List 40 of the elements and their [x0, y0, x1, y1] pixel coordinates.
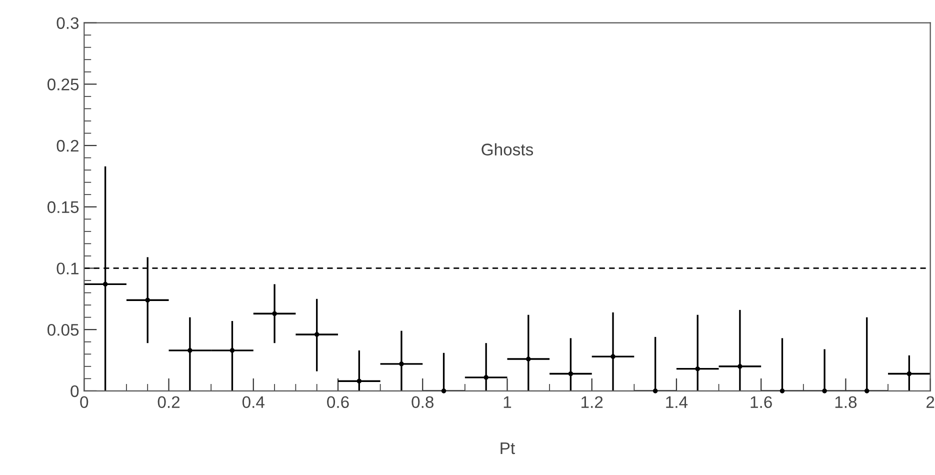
point: [526, 356, 531, 362]
x-tick-label: 0.4: [242, 396, 264, 408]
x-tick-label: 1.2: [582, 396, 603, 408]
x-tick-label: 2: [926, 396, 934, 408]
point: [188, 348, 192, 353]
x-tick-label: 0.2: [158, 396, 180, 408]
x-tick-label: 1: [504, 396, 512, 408]
y-tick-label: 0.15: [48, 201, 79, 214]
x-tick-label: 1.8: [835, 396, 857, 408]
point: [484, 375, 488, 380]
point: [906, 371, 912, 376]
point: [102, 282, 108, 287]
point: [272, 311, 277, 316]
point: [652, 388, 658, 394]
y-tick-label: 0.05: [48, 324, 79, 336]
point: [399, 362, 404, 366]
point: [568, 371, 574, 376]
x-axis-title: Pt: [500, 442, 515, 454]
point: [695, 366, 700, 372]
y-tick-label: 0: [70, 385, 79, 398]
point: [145, 298, 150, 303]
x-tick-label: 1.6: [750, 396, 772, 408]
x-tick-label: 1.4: [666, 396, 688, 408]
point: [314, 332, 320, 337]
x-tick-label: 0.6: [327, 396, 349, 408]
point: [610, 354, 616, 359]
point: [738, 364, 742, 369]
point: [230, 348, 235, 353]
point: [441, 388, 446, 394]
point: [356, 378, 362, 384]
annotation: Ghosts: [482, 143, 534, 156]
point: [780, 388, 785, 394]
y-tick-label: 0.3: [56, 17, 79, 30]
point: [864, 388, 870, 394]
x-tick-label: 0: [80, 396, 88, 408]
y-tick-label: 0.1: [56, 262, 78, 274]
point: [822, 388, 827, 394]
x-tick-label: 0.8: [412, 396, 434, 408]
y-tick-label: 0.25: [48, 78, 79, 90]
y-tick-label: 0.2: [56, 140, 78, 152]
